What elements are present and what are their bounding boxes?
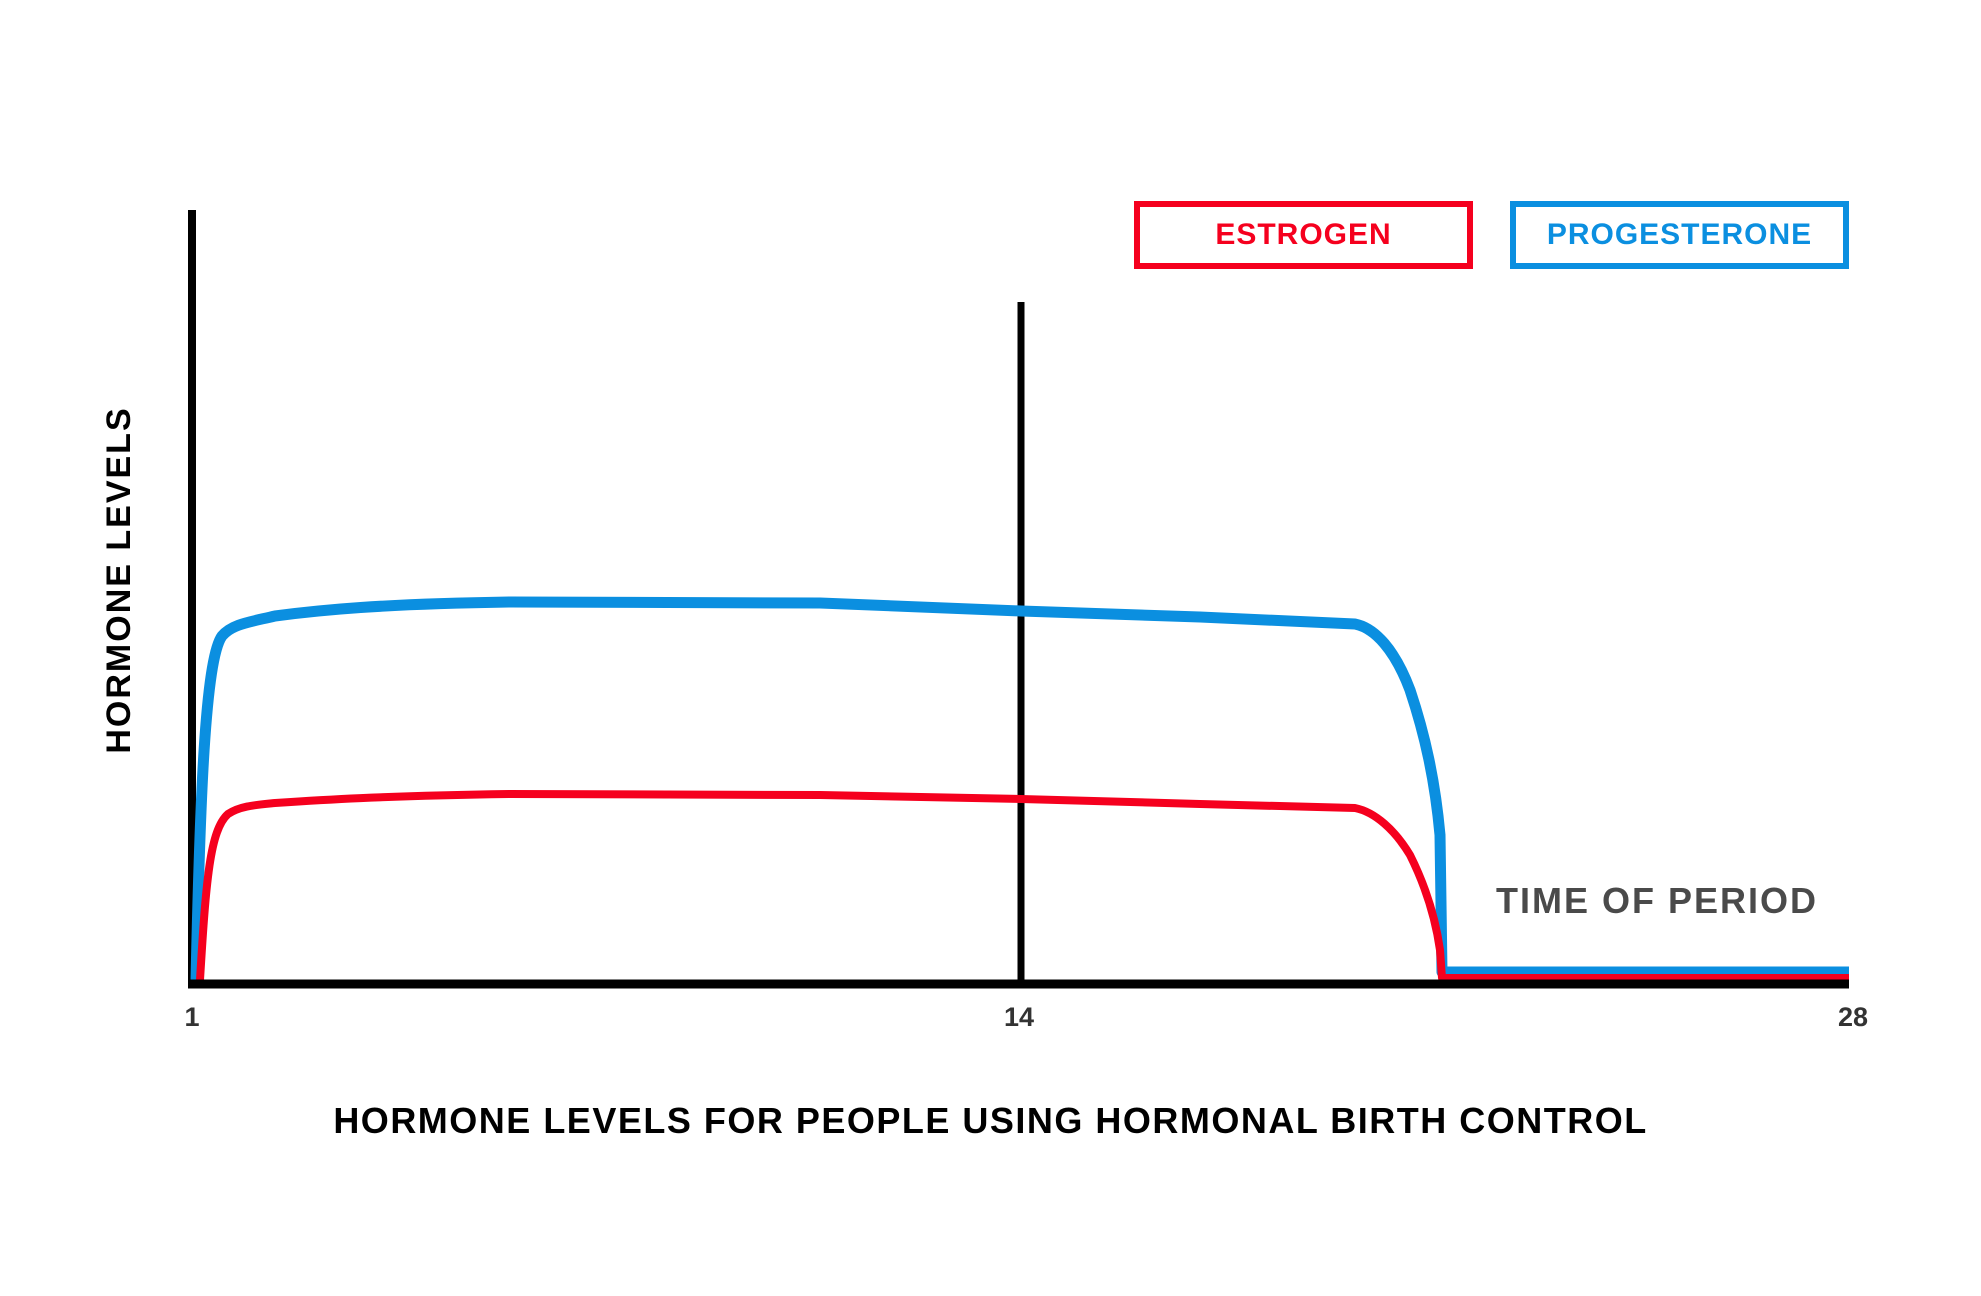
chart-title: HORMONE LEVELS FOR PEOPLE USING HORMONAL… xyxy=(333,1100,1648,1141)
time-of-period-annotation: TIME OF PERIOD xyxy=(1496,880,1819,921)
legend-estrogen-label: ESTROGEN xyxy=(1215,218,1392,251)
x-tick-28: 28 xyxy=(1837,1002,1869,1032)
estrogen-line xyxy=(196,790,1849,982)
progesterone-line xyxy=(190,596,1849,981)
legend-progesterone: PROGESTERONE xyxy=(1510,201,1849,269)
legend-estrogen: ESTROGEN xyxy=(1134,201,1473,269)
legend-progesterone-label: PROGESTERONE xyxy=(1546,218,1813,251)
x-tick-14: 14 xyxy=(1003,1002,1035,1032)
y-axis-label: HORMONE LEVELS xyxy=(100,406,138,754)
x-tick-1: 1 xyxy=(184,1002,200,1032)
